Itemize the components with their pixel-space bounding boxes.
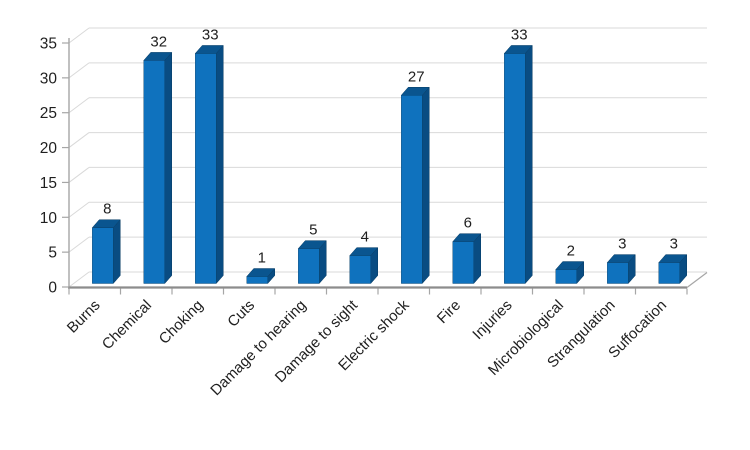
data-label: 4 (361, 229, 369, 246)
bar-front-face (452, 241, 474, 284)
data-label: 3 (670, 236, 678, 253)
x-axis-label-fire: Fire (434, 297, 464, 327)
x-axis-label-chemical: Chemical (99, 297, 155, 353)
bar-front-face (246, 276, 268, 284)
gridline-diagonal (68, 236, 90, 253)
data-label: 8 (103, 201, 111, 218)
bar-side-face (525, 44, 533, 285)
bar-front-face (195, 53, 217, 284)
x-axis-label-damage-to-hearing: Damage to hearing (207, 297, 309, 399)
y-axis-label: 20 (40, 140, 58, 157)
data-label: 3 (618, 236, 626, 253)
y-axis-label: 15 (40, 175, 57, 192)
y-axis-label: 10 (40, 210, 58, 227)
floor-right-edge (686, 272, 708, 288)
bar-front-face (555, 269, 577, 284)
data-label: 5 (309, 222, 317, 239)
bar-chemical (143, 51, 173, 285)
bar-electric-shock (400, 86, 430, 285)
bar-front-face (658, 262, 680, 284)
y-axis-label: 25 (40, 105, 57, 122)
data-label: 33 (202, 26, 219, 43)
y-axis-label: 0 (48, 280, 57, 297)
gridline-diagonal (68, 271, 90, 288)
y-axis-label: 30 (40, 70, 58, 87)
data-label: 33 (511, 26, 528, 43)
bar-burns (91, 219, 121, 285)
gridline-diagonal (68, 167, 90, 183)
bar-suffocation (658, 253, 688, 285)
data-label: 27 (408, 68, 425, 85)
bar-fire (452, 233, 482, 285)
bar-front-face (504, 53, 526, 284)
bar-front-face (143, 60, 165, 284)
bar-cuts (246, 267, 276, 285)
bar-front-face (401, 95, 423, 284)
data-label: 32 (150, 33, 167, 50)
bar-damage-to-hearing (297, 239, 327, 285)
bar-front-face (298, 248, 320, 284)
bar-front-face (349, 255, 371, 284)
bar-side-face (473, 233, 481, 285)
gridline-diagonal (68, 97, 90, 114)
bar-front-face (607, 262, 629, 284)
data-label: 6 (464, 215, 472, 232)
bar-front-face (92, 227, 114, 284)
gridline-diagonal (68, 201, 90, 218)
bar-side-face (216, 44, 224, 285)
bar-injuries (503, 44, 533, 285)
x-axis-label-choking: Choking (156, 297, 207, 348)
bar-choking (194, 44, 224, 285)
bar-side-face (422, 86, 430, 285)
x-axis-label-burns: Burns (64, 297, 104, 337)
data-label: 2 (567, 243, 575, 260)
gridline-diagonal (68, 62, 90, 79)
bar-side-face (164, 51, 172, 285)
x-axis-label-injuries: Injuries (469, 297, 515, 343)
y-axis-label: 5 (48, 245, 57, 262)
y-axis-label: 35 (40, 36, 57, 53)
data-label: 1 (258, 250, 266, 267)
bar-strangulation (606, 253, 636, 285)
x-axis-label-cuts: Cuts (224, 297, 258, 331)
gridline-diagonal (68, 27, 90, 44)
bar-damage-to-sight (349, 246, 379, 285)
bar-side-face (113, 219, 121, 285)
bar-microbiological (555, 260, 585, 285)
gridline-diagonal (68, 132, 90, 148)
